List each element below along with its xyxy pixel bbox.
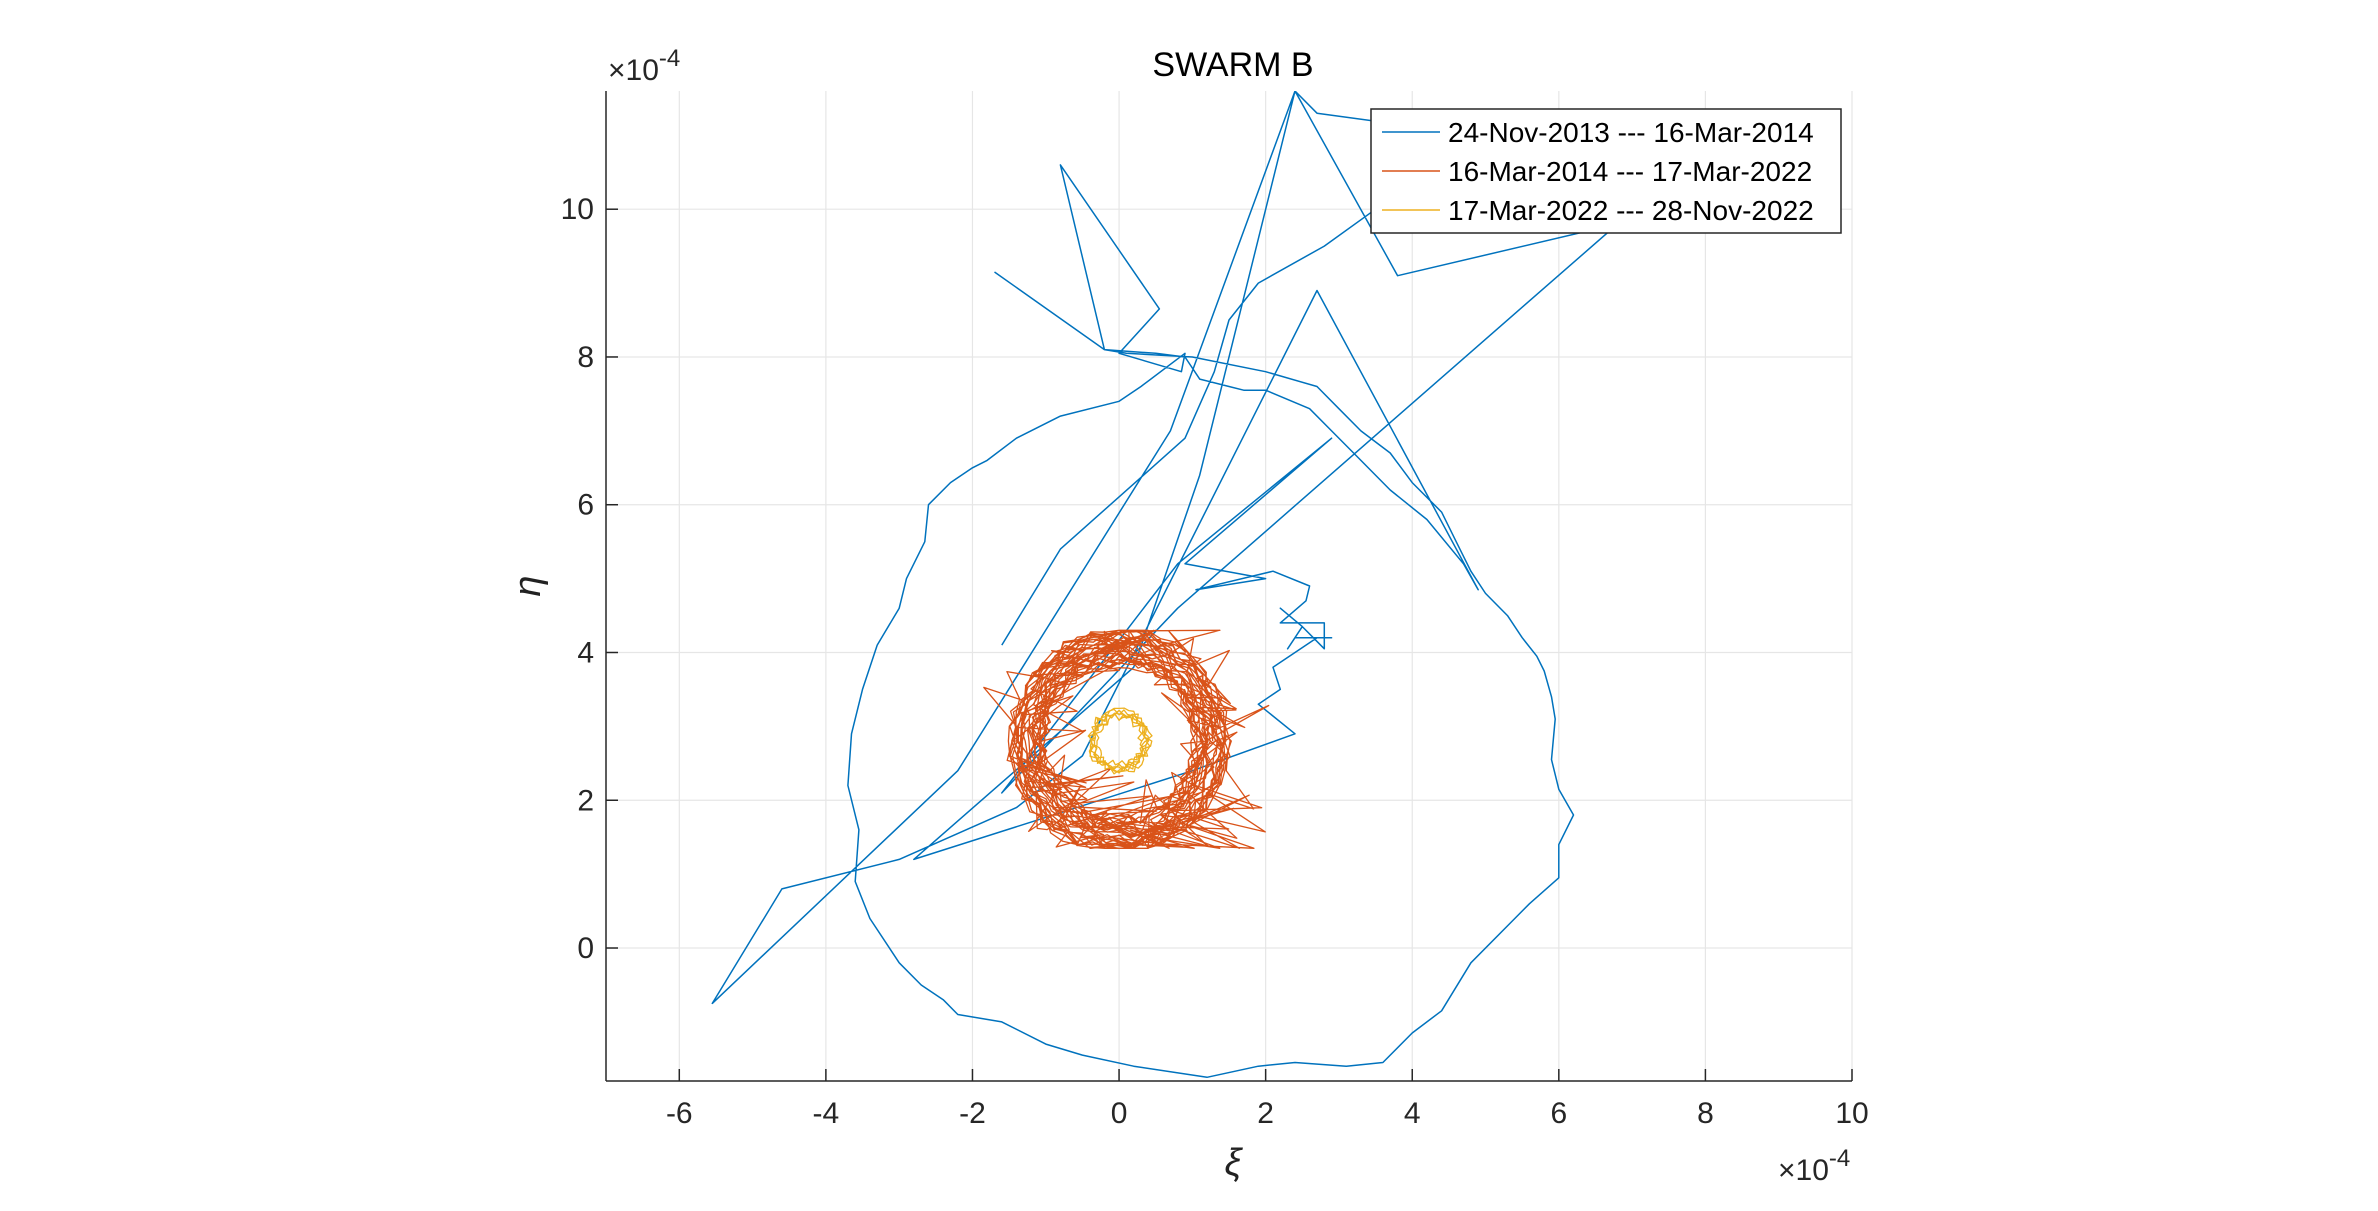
series-line-3	[1087, 707, 1153, 775]
x-exponent-label: ×10-4	[1778, 1145, 1850, 1187]
legend-label-series-1: 24-Nov-2013 --- 16-Mar-2014	[1448, 117, 1814, 148]
legend: 24-Nov-2013 --- 16-Mar-2014 16-Mar-2014 …	[1370, 108, 1842, 234]
x-axis-label: ξ	[1225, 1142, 1244, 1184]
y-exponent-base: ×10	[608, 54, 659, 87]
y-tick-label: 8	[577, 341, 594, 374]
x-tick-label: 6	[1550, 1097, 1567, 1130]
svg-text:×10-4: ×10-4	[608, 45, 680, 87]
x-tick-label: -6	[666, 1097, 693, 1130]
series-line-1	[711, 91, 1619, 1079]
y-tick-label: 10	[561, 193, 594, 226]
chart-title: SWARM B	[1152, 46, 1313, 84]
y-exponent-power: -4	[659, 45, 680, 72]
x-tick-label: 2	[1257, 1097, 1274, 1130]
y-exponent-label: ×10-4	[608, 45, 680, 87]
x-exponent-base: ×10	[1778, 1154, 1829, 1187]
svg-text:×10-4: ×10-4	[1778, 1145, 1850, 1187]
plot-area	[606, 91, 1852, 1081]
y-tick-label: 0	[577, 932, 594, 965]
series-line-2	[983, 629, 1270, 849]
legend-label-series-3: 17-Mar-2022 --- 28-Nov-2022	[1448, 195, 1814, 226]
tick-labels: -6 -4 -2 0 2 4 6 8 10 0 2 4 6 8 10	[561, 193, 1869, 1130]
x-tick-label: -2	[959, 1097, 986, 1130]
x-tick-label: 8	[1697, 1097, 1714, 1130]
x-tick-label: 0	[1111, 1097, 1128, 1130]
x-tick-label: 10	[1835, 1097, 1868, 1130]
series-layer	[711, 91, 1619, 1079]
y-tick-label: 6	[577, 489, 594, 522]
axes	[605, 91, 1853, 1082]
x-tick-label: -4	[813, 1097, 840, 1130]
legend-box	[1370, 108, 1842, 234]
y-tick-label: 4	[577, 636, 594, 669]
legend-label-series-2: 16-Mar-2014 --- 17-Mar-2022	[1448, 156, 1812, 187]
y-axis-label: η	[507, 575, 549, 596]
x-tick-label: 4	[1404, 1097, 1421, 1130]
y-tick-label: 2	[577, 784, 594, 817]
x-exponent-power: -4	[1829, 1145, 1850, 1172]
